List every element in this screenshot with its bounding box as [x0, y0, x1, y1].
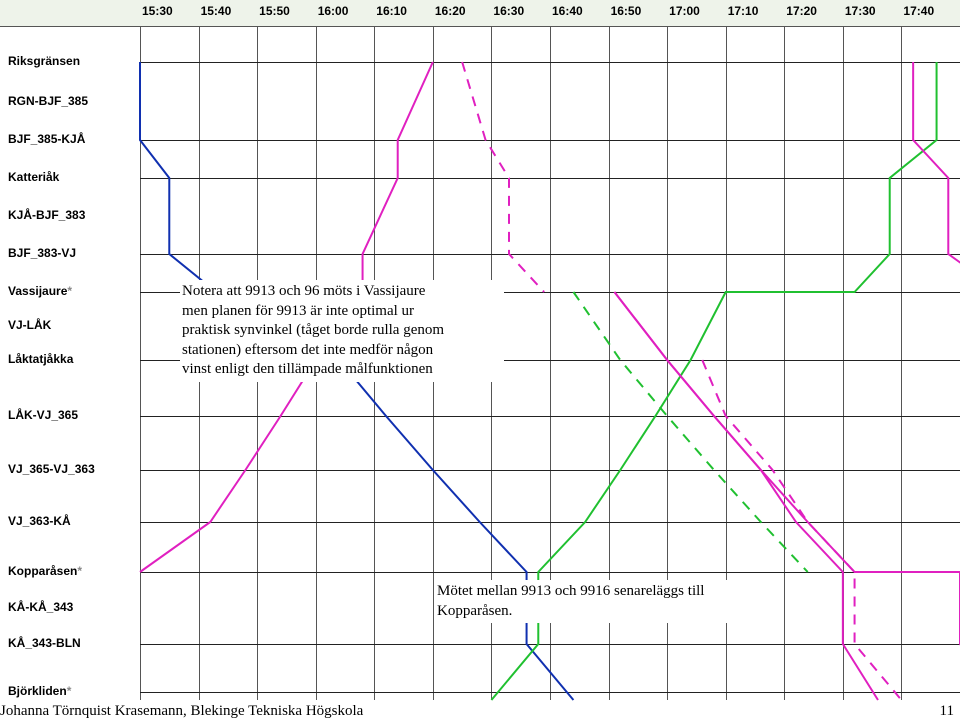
station-label: VJ_363-KÅ — [8, 514, 71, 528]
station-label: VJ_365-VJ_363 — [8, 462, 95, 476]
station-label: Riksgränsen — [8, 54, 80, 68]
time-tick: 17:10 — [728, 4, 759, 18]
train-line-magenta-dash-right-down — [702, 360, 901, 700]
station-label: Vassijaure* — [8, 284, 72, 298]
time-tick: 17:20 — [786, 4, 817, 18]
station-label: RGN-BJF_385 — [8, 94, 88, 108]
station-label: BJF_385-KJÅ — [8, 132, 85, 146]
time-tick: 16:30 — [493, 4, 524, 18]
footer-page-number: 11 — [940, 703, 954, 720]
station-label: VJ-LÅK — [8, 318, 51, 332]
page-root: 15:30 15:40 15:50 16:00 16:10 16:20 16:30 16:40… — [0, 0, 960, 722]
station-label: Kopparåsen* — [8, 564, 82, 578]
train-line-magenta-right-down — [614, 292, 960, 700]
train-line-magenta-right-up — [614, 292, 878, 700]
annotation-note: Mötet mellan 9913 och 9916 senareläggs t… — [435, 580, 759, 623]
station-label: KÅ-KÅ_343 — [8, 600, 73, 614]
time-tick: 16:20 — [435, 4, 466, 18]
time-tick: 16:00 — [318, 4, 349, 18]
time-tick: 17:30 — [845, 4, 876, 18]
station-label: BJF_383-VJ — [8, 246, 76, 260]
station-label: Katteriåk — [8, 170, 59, 184]
station-label: LÅK-VJ_365 — [8, 408, 78, 422]
time-tick: 17:00 — [669, 4, 700, 18]
time-tick: 15:40 — [201, 4, 232, 18]
station-label: Björkliden* — [8, 684, 71, 698]
annotation-note: Notera att 9913 och 96 möts i Vassijaure… — [180, 280, 504, 382]
time-tick: 16:50 — [611, 4, 642, 18]
station-label: Låktatjåkka — [8, 352, 73, 366]
footer-author: Johanna Törnquist Krasemann, Blekinge Te… — [0, 703, 363, 720]
station-label: KÅ_343-BLN — [8, 636, 81, 650]
time-tick: 16:10 — [376, 4, 407, 18]
train-line-green-dash-down — [573, 292, 807, 572]
time-tick: 15:30 — [142, 4, 173, 18]
station-label: KJÅ-BJF_383 — [8, 208, 85, 222]
time-tick: 15:50 — [259, 4, 290, 18]
time-tick: 16:40 — [552, 4, 583, 18]
time-tick: 17:40 — [903, 4, 934, 18]
train-line-magenta-dash-down-left — [462, 62, 544, 292]
train-graph: 15:30 15:40 15:50 16:00 16:10 16:20 16:30 16:40… — [0, 0, 960, 700]
